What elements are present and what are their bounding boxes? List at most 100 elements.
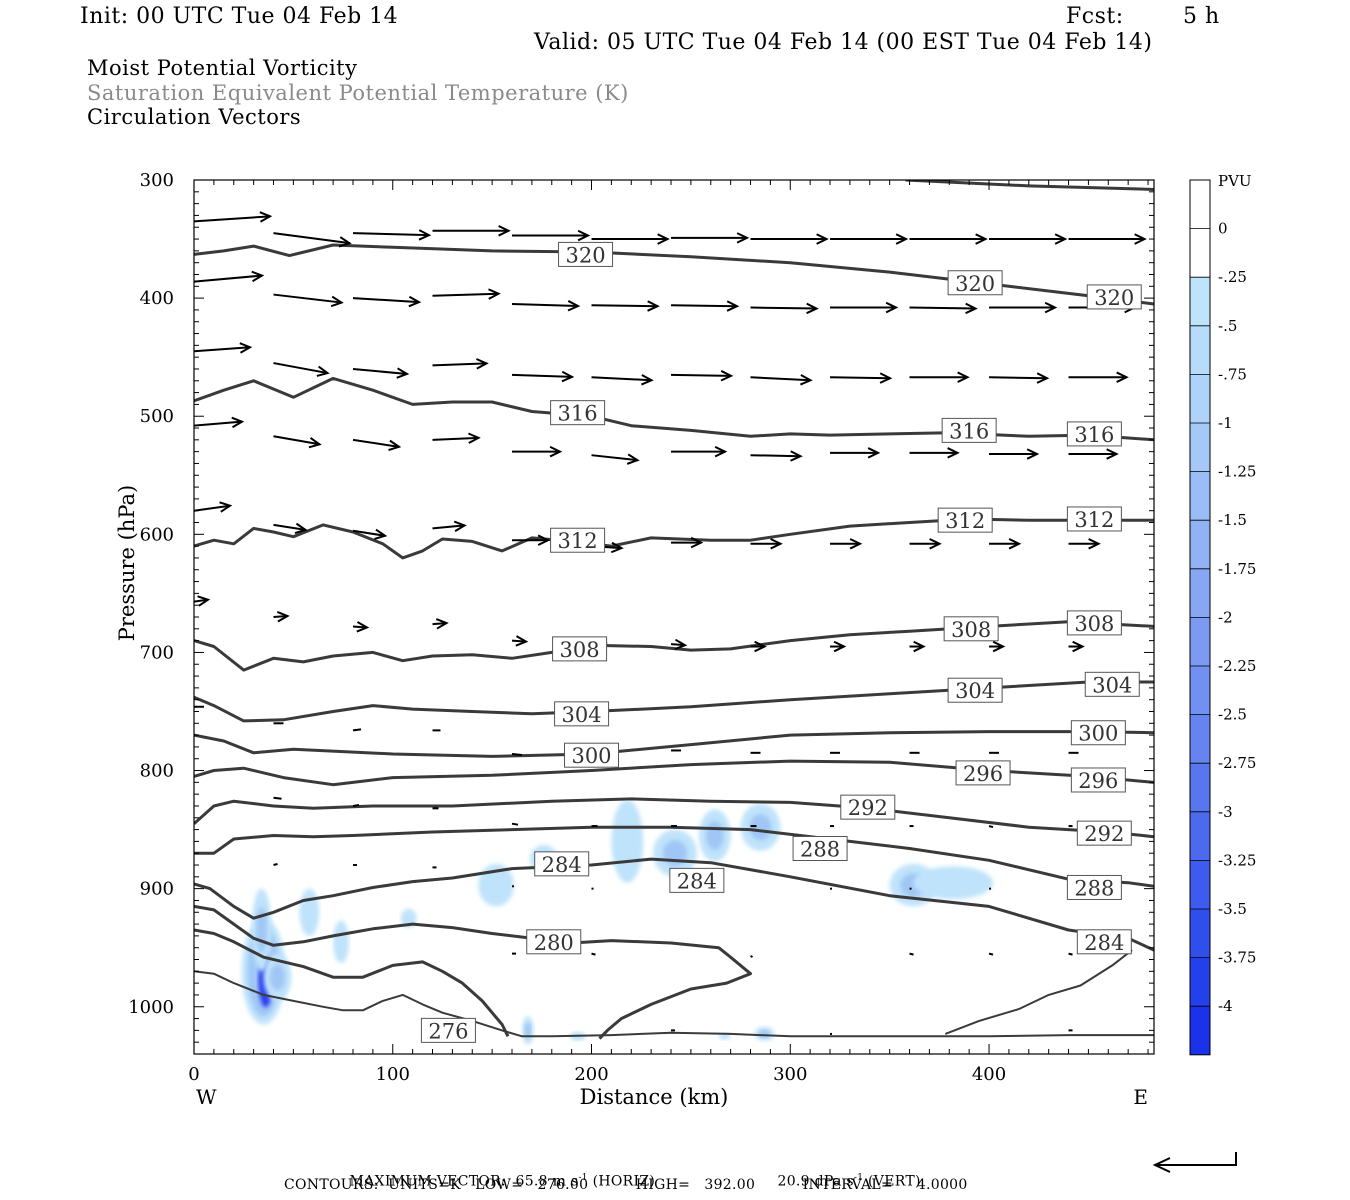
colorbar-swatch-4 bbox=[1190, 374, 1210, 423]
contour-label-2: 320 bbox=[1094, 286, 1134, 310]
circulation-vector-61 bbox=[273, 615, 288, 618]
y-tick-label: 500 bbox=[140, 406, 174, 427]
contour-label-18: 296 bbox=[1078, 769, 1118, 793]
circulation-vector-head-24 bbox=[239, 342, 253, 354]
contour-label-box-27 bbox=[420, 1017, 476, 1043]
init-time: Init: 00 UTC Tue 04 Feb 14 bbox=[80, 4, 399, 29]
colorbar-label-9: -2.25 bbox=[1218, 657, 1256, 675]
circulation-vector-32 bbox=[830, 376, 891, 380]
colorbar-swatch-3 bbox=[1190, 325, 1210, 375]
max-vector-line: MAXIMUM VECTOR: 65.8 m s-1 (HORIZ) bbox=[340, 1157, 655, 1190]
pv-shade-light bbox=[913, 866, 994, 900]
y-tick-label: 900 bbox=[140, 879, 174, 900]
circulation-vector-head-38 bbox=[388, 439, 402, 452]
contour-label-box-19 bbox=[840, 794, 896, 820]
isentrope-320-0 bbox=[194, 243, 1154, 306]
contour-label-17: 296 bbox=[963, 762, 1003, 786]
contour-label-8: 312 bbox=[1074, 508, 1114, 532]
circulation-vector-85 bbox=[352, 803, 360, 807]
x-end-left: W bbox=[196, 1085, 217, 1109]
colorbar-label-8: -2 bbox=[1218, 608, 1233, 626]
contour-label-box-2 bbox=[1086, 284, 1142, 310]
circulation-vector-head-50 bbox=[374, 528, 388, 540]
circulation-vector-84 bbox=[273, 796, 282, 800]
circulation-vector-head-8 bbox=[895, 233, 909, 245]
circulation-vector-15 bbox=[432, 292, 499, 297]
circulation-vector-43 bbox=[750, 454, 801, 458]
circulation-vector-head-21 bbox=[965, 302, 978, 315]
circulation-vector-62 bbox=[352, 625, 368, 629]
circulation-vector-76 bbox=[511, 753, 523, 757]
contours-info: CONTOURS: UNITS=K LOW= 276.00 HIGH= 392.… bbox=[284, 1177, 968, 1193]
colorbar-label-0: 0 bbox=[1218, 220, 1228, 238]
contour-label-27: 276 bbox=[428, 1019, 468, 1043]
isentrope-304-4 bbox=[194, 680, 1154, 723]
contour-label-box-22 bbox=[1066, 874, 1122, 900]
vert-tag: (VERT) bbox=[868, 1173, 921, 1190]
circulation-vector-108 bbox=[909, 952, 914, 956]
circulation-vector-head-40 bbox=[549, 445, 563, 458]
circulation-vector-head-29 bbox=[640, 374, 654, 386]
isentrope-316-1 bbox=[194, 376, 1154, 442]
vert-value: 20.9 bbox=[777, 1173, 810, 1190]
y-tick-label: 600 bbox=[140, 524, 174, 545]
colorbar-swatch-8 bbox=[1190, 568, 1210, 618]
circulation-vector-51 bbox=[432, 524, 465, 530]
colorbar-label-4: -1 bbox=[1218, 414, 1233, 432]
colorbar-swatch-15 bbox=[1190, 909, 1210, 958]
circulation-vector-63 bbox=[432, 622, 447, 626]
contour-label-box-4 bbox=[941, 417, 997, 443]
circulation-vector-2 bbox=[352, 232, 430, 237]
contour-label-box-14 bbox=[1084, 671, 1140, 697]
isentrope-308-3 bbox=[194, 620, 1154, 672]
circulation-vector-37 bbox=[273, 435, 320, 446]
circulation-vector-38 bbox=[352, 438, 400, 448]
circulation-vector-head-28 bbox=[561, 370, 575, 383]
horiz-tag: (HORIZ) bbox=[592, 1173, 656, 1190]
contour-label-box-15 bbox=[564, 742, 620, 768]
contour-label-box-18 bbox=[1070, 767, 1126, 793]
isentrope-300-5 bbox=[194, 730, 1154, 758]
x-end-right: E bbox=[1133, 1085, 1148, 1109]
contour-label-21: 288 bbox=[800, 837, 840, 861]
isentrope-272-12 bbox=[194, 970, 1154, 1038]
y-axis-label: Pressure (hPa) bbox=[115, 485, 139, 641]
circulation-vector-head-14 bbox=[408, 295, 422, 308]
circulation-vector-110 bbox=[1068, 952, 1073, 956]
contour-label-box-24 bbox=[669, 867, 725, 893]
colorbar-title: PVU bbox=[1218, 172, 1252, 190]
circulation-vector-36 bbox=[194, 420, 243, 427]
circulation-vector-87 bbox=[511, 822, 519, 826]
circulation-vector-93 bbox=[988, 825, 994, 829]
contour-label-box-1 bbox=[947, 270, 1003, 296]
contour-label-box-6 bbox=[550, 527, 606, 553]
circulation-vector-66 bbox=[670, 643, 686, 647]
circulation-vector-head-16 bbox=[567, 300, 581, 312]
circulation-vector-48 bbox=[194, 504, 231, 512]
contour-label-24: 284 bbox=[677, 869, 717, 893]
contour-label-12: 304 bbox=[562, 703, 602, 727]
y-tick-label: 1000 bbox=[128, 997, 174, 1018]
colorbar-label-16: -4 bbox=[1218, 997, 1233, 1015]
contour-label-13: 304 bbox=[955, 679, 995, 703]
circulation-vector-head-53 bbox=[610, 541, 624, 554]
circulation-vector-head-71 bbox=[1072, 640, 1085, 653]
circulation-vector-1 bbox=[273, 232, 350, 245]
circulation-vector-13 bbox=[273, 293, 342, 304]
circulation-vector-27 bbox=[432, 362, 487, 367]
circulation-vector-head-27 bbox=[476, 358, 489, 370]
circulation-vector-head-36 bbox=[231, 416, 245, 429]
contour-label-4: 316 bbox=[949, 419, 989, 443]
circulation-vector-16 bbox=[511, 303, 579, 308]
circulation-vector-head-35 bbox=[1116, 371, 1129, 383]
colorbar-swatch-6 bbox=[1190, 471, 1210, 521]
colorbar-swatch-5 bbox=[1190, 423, 1210, 472]
circulation-vector-31 bbox=[750, 376, 811, 382]
colorbar-label-5: -1.25 bbox=[1218, 463, 1256, 481]
circulation-vector-30 bbox=[671, 373, 732, 377]
circulation-vector-head-11 bbox=[1134, 233, 1147, 245]
contour-label-9: 308 bbox=[560, 638, 600, 662]
colorbar-label-11: -2.75 bbox=[1218, 754, 1256, 772]
contour-label-box-12 bbox=[554, 701, 610, 727]
